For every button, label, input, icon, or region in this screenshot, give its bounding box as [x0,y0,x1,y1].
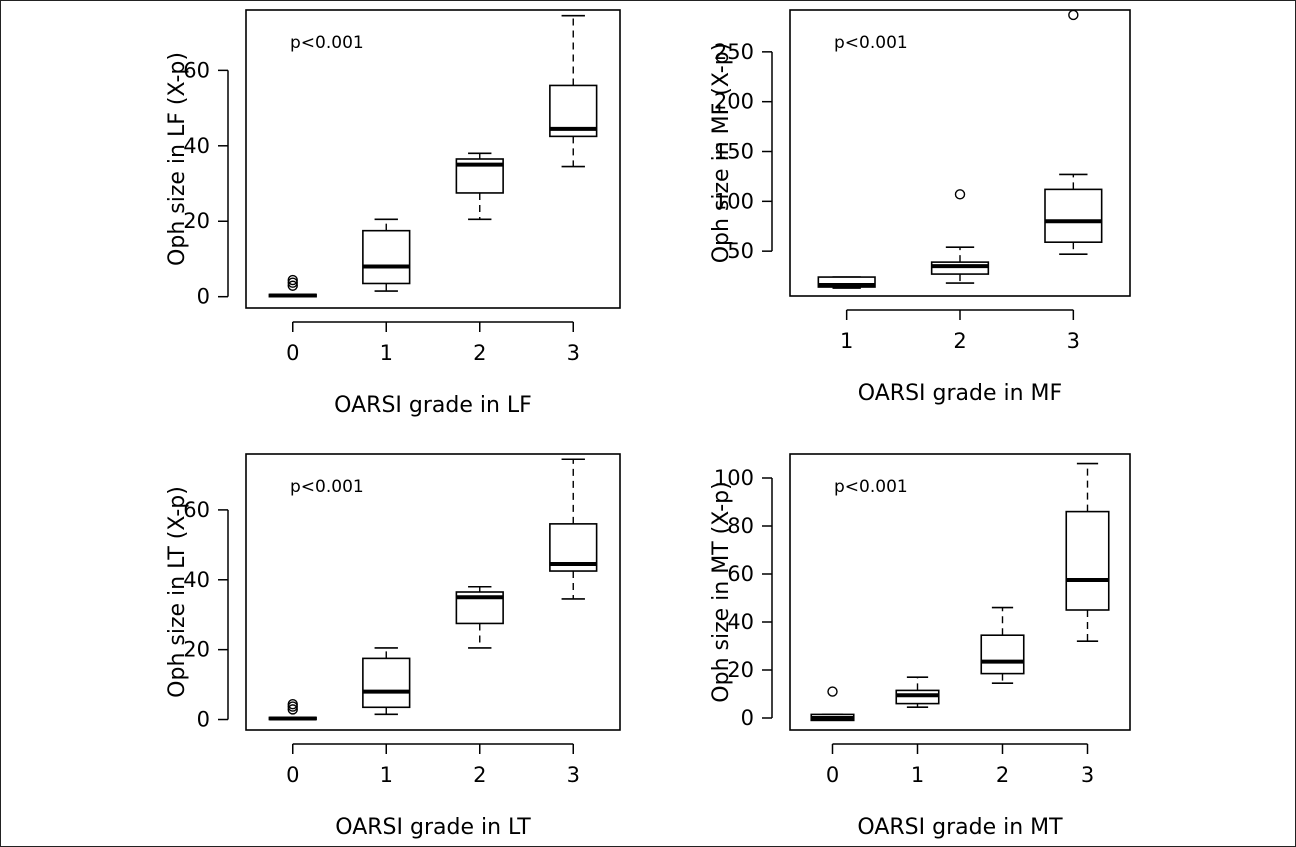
box-2 [932,190,989,283]
box-3 [550,16,597,167]
box-3 [550,459,597,599]
x-tick-label: 0 [286,341,299,365]
x-axis-label: OARSI grade in MF [858,381,1062,406]
y-axis-label: Oph size in MT (X-p) [709,481,734,702]
y-axis-label: Oph size in LF (X-p) [165,52,190,266]
outlier-point [956,190,965,199]
box-body [981,635,1024,673]
box-1 [363,219,410,291]
p-value-annotation: p<0.001 [834,477,908,497]
box-2 [981,608,1024,684]
outlier-point [1069,10,1078,19]
x-tick-label: 3 [1067,329,1080,353]
plot-border [246,10,620,308]
y-tick-label: 0 [197,708,210,732]
x-tick-label: 1 [380,763,393,787]
p-value-annotation: p<0.001 [834,33,908,53]
p-value-annotation: p<0.001 [290,477,364,497]
box-body [363,231,410,284]
box-1 [363,648,410,714]
x-axis-label: OARSI grade in LT [335,815,531,840]
box-2 [456,587,503,648]
box-body [363,658,410,707]
box-1 [818,277,875,288]
outlier-point [828,687,837,696]
y-axis-label: Oph size in LT (X-p) [165,486,190,698]
x-tick-label: 2 [473,763,486,787]
x-tick-label: 1 [840,329,853,353]
x-tick-label: 3 [567,763,580,787]
x-tick-label: 2 [473,341,486,365]
x-tick-label: 3 [1081,763,1094,787]
x-tick-label: 1 [911,763,924,787]
box-2 [456,153,503,219]
y-tick-label: 0 [741,706,754,730]
box-0 [269,700,316,720]
x-tick-label: 2 [996,763,1009,787]
x-tick-label: 1 [380,341,393,365]
p-value-annotation: p<0.001 [290,33,364,53]
box-body [1045,189,1102,242]
box-0 [269,276,316,297]
y-tick-label: 0 [197,285,210,309]
x-axis-label: OARSI grade in LF [334,393,532,418]
box-3 [1045,10,1102,254]
box-0 [811,687,854,720]
box-3 [1066,464,1109,642]
y-axis-label: Oph size in MF (X-p) [709,43,734,264]
x-tick-label: 3 [567,341,580,365]
x-tick-label: 2 [953,329,966,353]
box-body [1066,512,1109,610]
box-1 [896,677,939,707]
x-tick-label: 0 [286,763,299,787]
x-tick-label: 0 [826,763,839,787]
x-axis-label: OARSI grade in MT [857,815,1063,840]
